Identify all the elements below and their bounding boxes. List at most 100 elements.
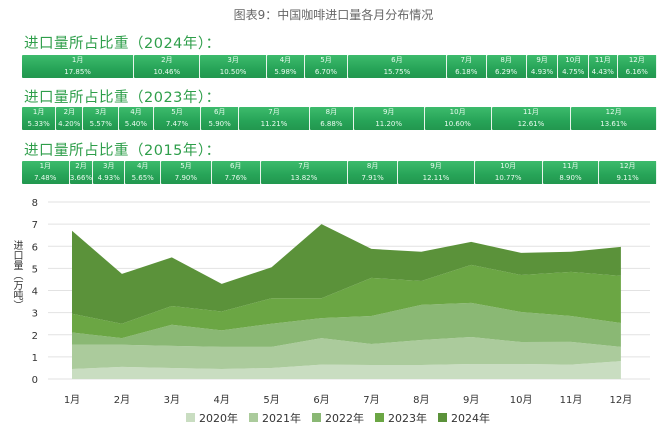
- x-tick-label: 12月: [610, 394, 633, 406]
- share-percent: 12.61%: [517, 119, 545, 128]
- share-percent: 10.60%: [444, 119, 471, 128]
- share-segment: 6月 15.75%: [347, 55, 447, 78]
- share-month: 8月: [500, 56, 512, 65]
- share-percent: 5.65%: [131, 173, 154, 182]
- share-month: 7月: [298, 162, 310, 171]
- y-tick-label: 8: [32, 198, 38, 209]
- share-month: 10月: [449, 108, 466, 117]
- share-month: 8月: [366, 162, 379, 171]
- share-percent: 5.90%: [208, 119, 231, 128]
- x-tick-label: 3月: [164, 394, 180, 406]
- share-month: 10月: [565, 56, 582, 65]
- x-tick-label: 5月: [263, 394, 279, 406]
- share-month: 1月: [71, 56, 84, 65]
- share-percent: 12.11%: [422, 173, 450, 182]
- share-segment: 9月 12.11%: [398, 161, 475, 184]
- share-percent: 7.48%: [34, 173, 57, 182]
- x-tick-label: 7月: [363, 394, 379, 406]
- x-tick-label: 6月: [313, 394, 329, 406]
- share-percent: 7.90%: [174, 173, 198, 182]
- share-segment: 1月 7.48%: [22, 161, 70, 184]
- share-bar-2024: 1月 17.85% 2月 10.46% 3月 10.50% 4月 5.98% 5月 6.70% 6月…: [22, 55, 657, 78]
- share-percent: 6.29%: [494, 67, 518, 76]
- share-segment: 1月 17.85%: [22, 55, 135, 78]
- share-percent: 4.20%: [58, 119, 81, 128]
- legend-swatch: [186, 413, 195, 422]
- share-segment: 10月 4.75%: [558, 55, 589, 78]
- x-tick-label: 4月: [214, 394, 230, 406]
- share-segment: 3月 5.57%: [83, 107, 120, 130]
- share-percent: 5.57%: [89, 119, 112, 128]
- x-tick-label: 9月: [463, 394, 479, 406]
- share-percent: 5.40%: [124, 119, 148, 128]
- share-segment: 6月 7.76%: [211, 161, 261, 184]
- share-percent: 6.88%: [320, 119, 343, 128]
- share-month: 7月: [268, 108, 280, 117]
- share-percent: 7.47%: [165, 119, 189, 128]
- share-percent: 7.91%: [361, 173, 384, 182]
- y-axis-label: 进口量（万吨）: [11, 240, 22, 310]
- share-percent: 7.76%: [224, 173, 247, 182]
- legend-label: 2022年: [325, 411, 364, 425]
- share-percent: 10.46%: [153, 67, 181, 76]
- legend-swatch: [249, 413, 258, 422]
- share-segment: 8月 6.29%: [486, 55, 527, 78]
- share-month: 4月: [136, 162, 149, 171]
- share-segment: 11月 4.43%: [589, 55, 618, 78]
- share-segment: 12月 9.11%: [599, 161, 657, 184]
- share-segment: 5月 7.47%: [153, 107, 202, 130]
- legend-swatch: [375, 413, 384, 422]
- legend-label: 2021年: [262, 411, 301, 425]
- area-series-2020年: [72, 361, 621, 379]
- figure-title: 图表9：中国咖啡进口量各月分布情况: [233, 8, 434, 22]
- y-tick-label: 6: [32, 242, 38, 253]
- share-month: 11月: [562, 162, 579, 171]
- share-month: 9月: [430, 162, 442, 171]
- legend-label: 2020年: [199, 411, 238, 425]
- share-month: 1月: [32, 108, 45, 117]
- share-percent: 9.11%: [616, 173, 639, 182]
- share-segment: 7月 6.18%: [446, 55, 487, 78]
- share-segment: 11月 12.61%: [491, 107, 572, 130]
- share-segment: 2月 3.66%: [69, 161, 94, 184]
- share-month: 4月: [130, 108, 142, 117]
- area-series-2022年: [72, 302, 621, 347]
- share-percent: 3.66%: [69, 173, 93, 182]
- share-segment: 2月 10.46%: [134, 55, 201, 78]
- share-segment: 7月 13.82%: [260, 161, 348, 184]
- share-month: 2月: [75, 162, 87, 171]
- share-percent: 13.61%: [600, 119, 627, 128]
- area-series-2021年: [72, 336, 621, 370]
- share-segment: 8月 6.88%: [309, 107, 354, 130]
- share-month: 6月: [229, 162, 242, 171]
- share-month: 5月: [180, 162, 192, 171]
- share-segment: 7月 11.21%: [239, 107, 310, 130]
- share-month: 3月: [103, 162, 115, 171]
- share-segment: 4月 5.98%: [266, 55, 306, 78]
- share-segment: 2月 4.20%: [56, 107, 84, 130]
- y-tick-label: 3: [32, 309, 38, 320]
- share-month: 6月: [213, 108, 226, 117]
- area-series-2024年: [72, 224, 621, 324]
- x-tick-label: 8月: [413, 394, 429, 406]
- legend-swatch: [438, 413, 447, 422]
- share-segment: 3月 4.93%: [93, 161, 126, 184]
- legend-label: 2023年: [388, 411, 427, 425]
- share-percent: 13.82%: [290, 173, 318, 182]
- share-percent: 4.93%: [97, 173, 120, 182]
- share-segment: 9月 4.93%: [526, 55, 559, 78]
- share-segment: 12月 6.16%: [617, 55, 657, 78]
- legend-label: 2024年: [451, 411, 490, 425]
- share-month: 2月: [161, 56, 173, 65]
- share-month: 12月: [605, 108, 622, 117]
- share-segment: 10月 10.60%: [424, 107, 492, 130]
- share-month: 7月: [460, 56, 472, 65]
- y-tick-label: 0: [32, 375, 38, 386]
- share-segment: 4月 5.65%: [125, 161, 162, 184]
- share-percent: 6.18%: [455, 67, 478, 76]
- x-tick-label: 10月: [510, 394, 533, 406]
- share-segment: 8月 7.91%: [347, 161, 399, 184]
- y-tick-label: 7: [32, 220, 38, 231]
- share-percent: 11.20%: [375, 119, 403, 128]
- share-percent: 8.90%: [559, 173, 582, 182]
